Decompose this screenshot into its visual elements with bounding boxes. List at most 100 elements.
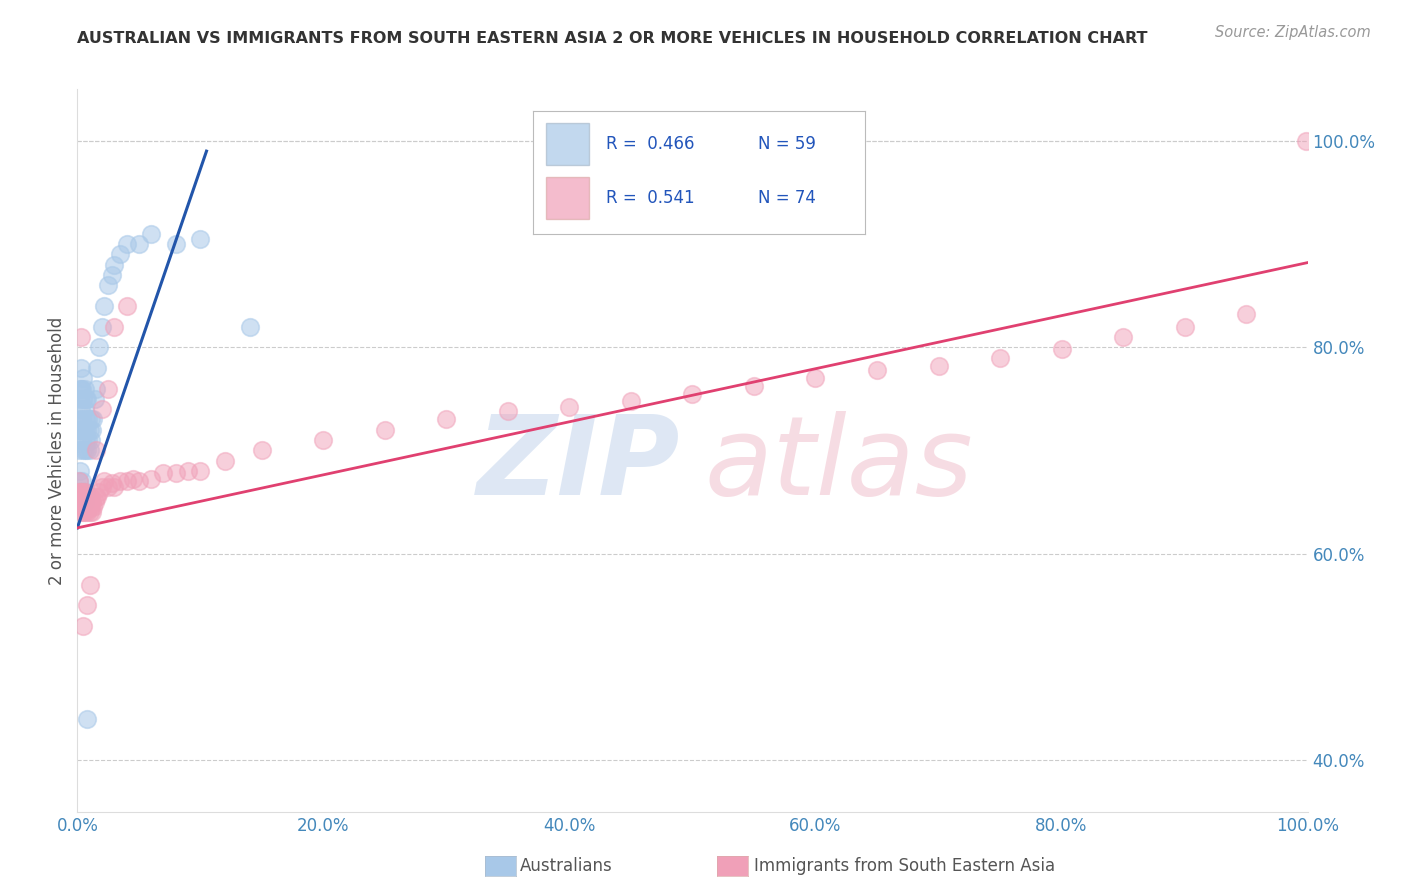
Point	[73, 382, 96, 396]
Point	[70, 475, 93, 489]
Point	[84, 490, 107, 504]
Text: ZIP: ZIP	[477, 411, 681, 518]
Point	[69, 392, 91, 406]
Point	[76, 599, 98, 613]
Point	[110, 475, 132, 489]
Point	[83, 392, 105, 406]
Point	[115, 237, 138, 252]
Text: Immigrants from South Eastern Asia: Immigrants from South Eastern Asia	[754, 857, 1054, 875]
Point	[70, 484, 93, 499]
Point	[73, 495, 96, 509]
Point	[70, 490, 93, 504]
Point	[72, 443, 94, 458]
Point	[86, 490, 108, 504]
Point	[70, 505, 93, 519]
Point	[75, 484, 97, 499]
Point	[77, 490, 100, 504]
Point	[436, 412, 458, 426]
Point	[76, 505, 98, 519]
Point	[75, 392, 97, 406]
Point	[103, 319, 125, 334]
Point	[67, 475, 90, 489]
Point	[80, 433, 103, 447]
Point	[75, 433, 97, 447]
Point	[84, 382, 107, 396]
Point	[804, 371, 827, 385]
Point	[75, 500, 97, 515]
Point	[75, 412, 97, 426]
Point	[93, 475, 115, 489]
Text: atlas: atlas	[704, 411, 973, 518]
Point	[76, 423, 98, 437]
Point	[69, 464, 91, 478]
Point	[79, 505, 101, 519]
Point	[69, 382, 91, 396]
Point	[128, 475, 150, 489]
Point	[70, 495, 93, 509]
Point	[72, 495, 94, 509]
Point	[73, 484, 96, 499]
Point	[90, 480, 114, 494]
Point	[1050, 343, 1073, 357]
Point	[103, 480, 125, 494]
Point	[89, 340, 111, 354]
Point	[82, 495, 104, 509]
Point	[77, 433, 100, 447]
Point	[90, 402, 114, 417]
Point	[69, 495, 91, 509]
Point	[76, 443, 98, 458]
Text: AUSTRALIAN VS IMMIGRANTS FROM SOUTH EASTERN ASIA 2 OR MORE VEHICLES IN HOUSEHOLD: AUSTRALIAN VS IMMIGRANTS FROM SOUTH EAST…	[77, 31, 1147, 46]
Point	[101, 268, 124, 282]
Point	[79, 577, 101, 591]
Point	[73, 402, 96, 417]
Point	[101, 476, 124, 491]
Point	[76, 392, 98, 406]
Point	[70, 330, 93, 344]
Point	[928, 359, 950, 373]
Point	[558, 400, 581, 414]
Point	[77, 500, 100, 515]
Point	[121, 472, 143, 486]
Point	[67, 423, 90, 437]
Point	[866, 363, 889, 377]
Point	[70, 495, 93, 509]
Point	[86, 360, 108, 375]
Point	[67, 484, 90, 499]
Point	[103, 258, 125, 272]
Point	[80, 412, 103, 426]
Point	[190, 232, 212, 246]
Point	[128, 237, 150, 252]
Point	[73, 505, 96, 519]
Text: Australians: Australians	[520, 857, 613, 875]
Point	[165, 466, 187, 480]
Point	[69, 412, 91, 426]
Point	[72, 392, 94, 406]
Point	[988, 351, 1011, 365]
Point	[76, 495, 98, 509]
Point	[70, 433, 93, 447]
Point	[84, 443, 107, 458]
Point	[72, 505, 94, 519]
Point	[70, 500, 93, 515]
Point	[83, 495, 105, 509]
Point	[97, 382, 120, 396]
Point	[76, 712, 98, 726]
Point	[70, 423, 93, 437]
Point	[110, 247, 132, 261]
Point	[496, 404, 519, 418]
Point	[93, 299, 115, 313]
Point	[77, 412, 100, 426]
Point	[82, 412, 104, 426]
Point	[70, 484, 93, 499]
Point	[73, 423, 96, 437]
Point	[67, 475, 90, 489]
Point	[73, 443, 96, 458]
Point	[214, 454, 236, 468]
Point	[72, 423, 94, 437]
Point	[177, 464, 200, 478]
Point	[70, 412, 93, 426]
Point	[82, 423, 104, 437]
Point	[67, 443, 90, 458]
Point	[79, 423, 101, 437]
Point	[190, 464, 212, 478]
